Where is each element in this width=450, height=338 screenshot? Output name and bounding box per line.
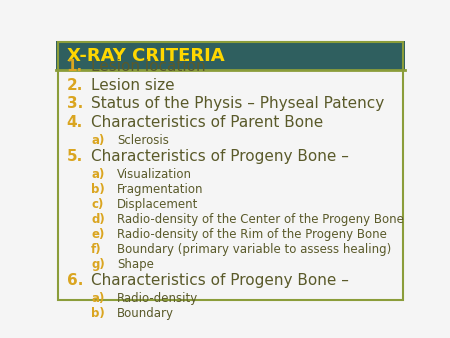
Text: 1.: 1. <box>67 59 83 74</box>
Text: a): a) <box>91 168 104 180</box>
Text: Status of the Physis – Physeal Patency: Status of the Physis – Physeal Patency <box>91 96 384 111</box>
Text: Lesion size: Lesion size <box>91 77 175 93</box>
Text: f): f) <box>91 243 102 256</box>
Text: Sclerosis: Sclerosis <box>117 134 169 147</box>
Text: d): d) <box>91 213 105 226</box>
Text: b): b) <box>91 183 105 196</box>
Text: 3.: 3. <box>67 96 83 111</box>
Text: Visualization: Visualization <box>117 168 192 180</box>
Text: g): g) <box>91 258 105 271</box>
Text: 2.: 2. <box>67 77 83 93</box>
Text: e): e) <box>91 228 104 241</box>
Text: Shape: Shape <box>117 258 154 271</box>
Text: a): a) <box>91 292 104 305</box>
Text: Characteristics of Progeny Bone –: Characteristics of Progeny Bone – <box>91 273 354 288</box>
Text: X-RAY CRITERIA: X-RAY CRITERIA <box>67 47 225 65</box>
Text: Radio-density of the Rim of the Progeny Bone: Radio-density of the Rim of the Progeny … <box>117 228 387 241</box>
Text: Radio-density of the Center of the Progeny Bone: Radio-density of the Center of the Proge… <box>117 213 404 226</box>
Text: Displacement: Displacement <box>117 198 198 211</box>
Text: b): b) <box>91 307 105 320</box>
Text: c): c) <box>91 198 104 211</box>
Text: 5.: 5. <box>67 149 83 164</box>
Text: Characteristics of Parent Bone: Characteristics of Parent Bone <box>91 115 324 130</box>
Text: Boundary (primary variable to assess healing): Boundary (primary variable to assess hea… <box>117 243 392 256</box>
Text: Radio-density: Radio-density <box>117 292 198 305</box>
Text: Lesion location: Lesion location <box>91 59 206 74</box>
Text: 4.: 4. <box>67 115 83 130</box>
Text: Characteristics of Progeny Bone –: Characteristics of Progeny Bone – <box>91 149 354 164</box>
Text: Boundary: Boundary <box>117 307 174 320</box>
Text: a): a) <box>91 134 104 147</box>
FancyBboxPatch shape <box>56 41 405 71</box>
Text: Fragmentation: Fragmentation <box>117 183 204 196</box>
Text: 6.: 6. <box>67 273 83 288</box>
